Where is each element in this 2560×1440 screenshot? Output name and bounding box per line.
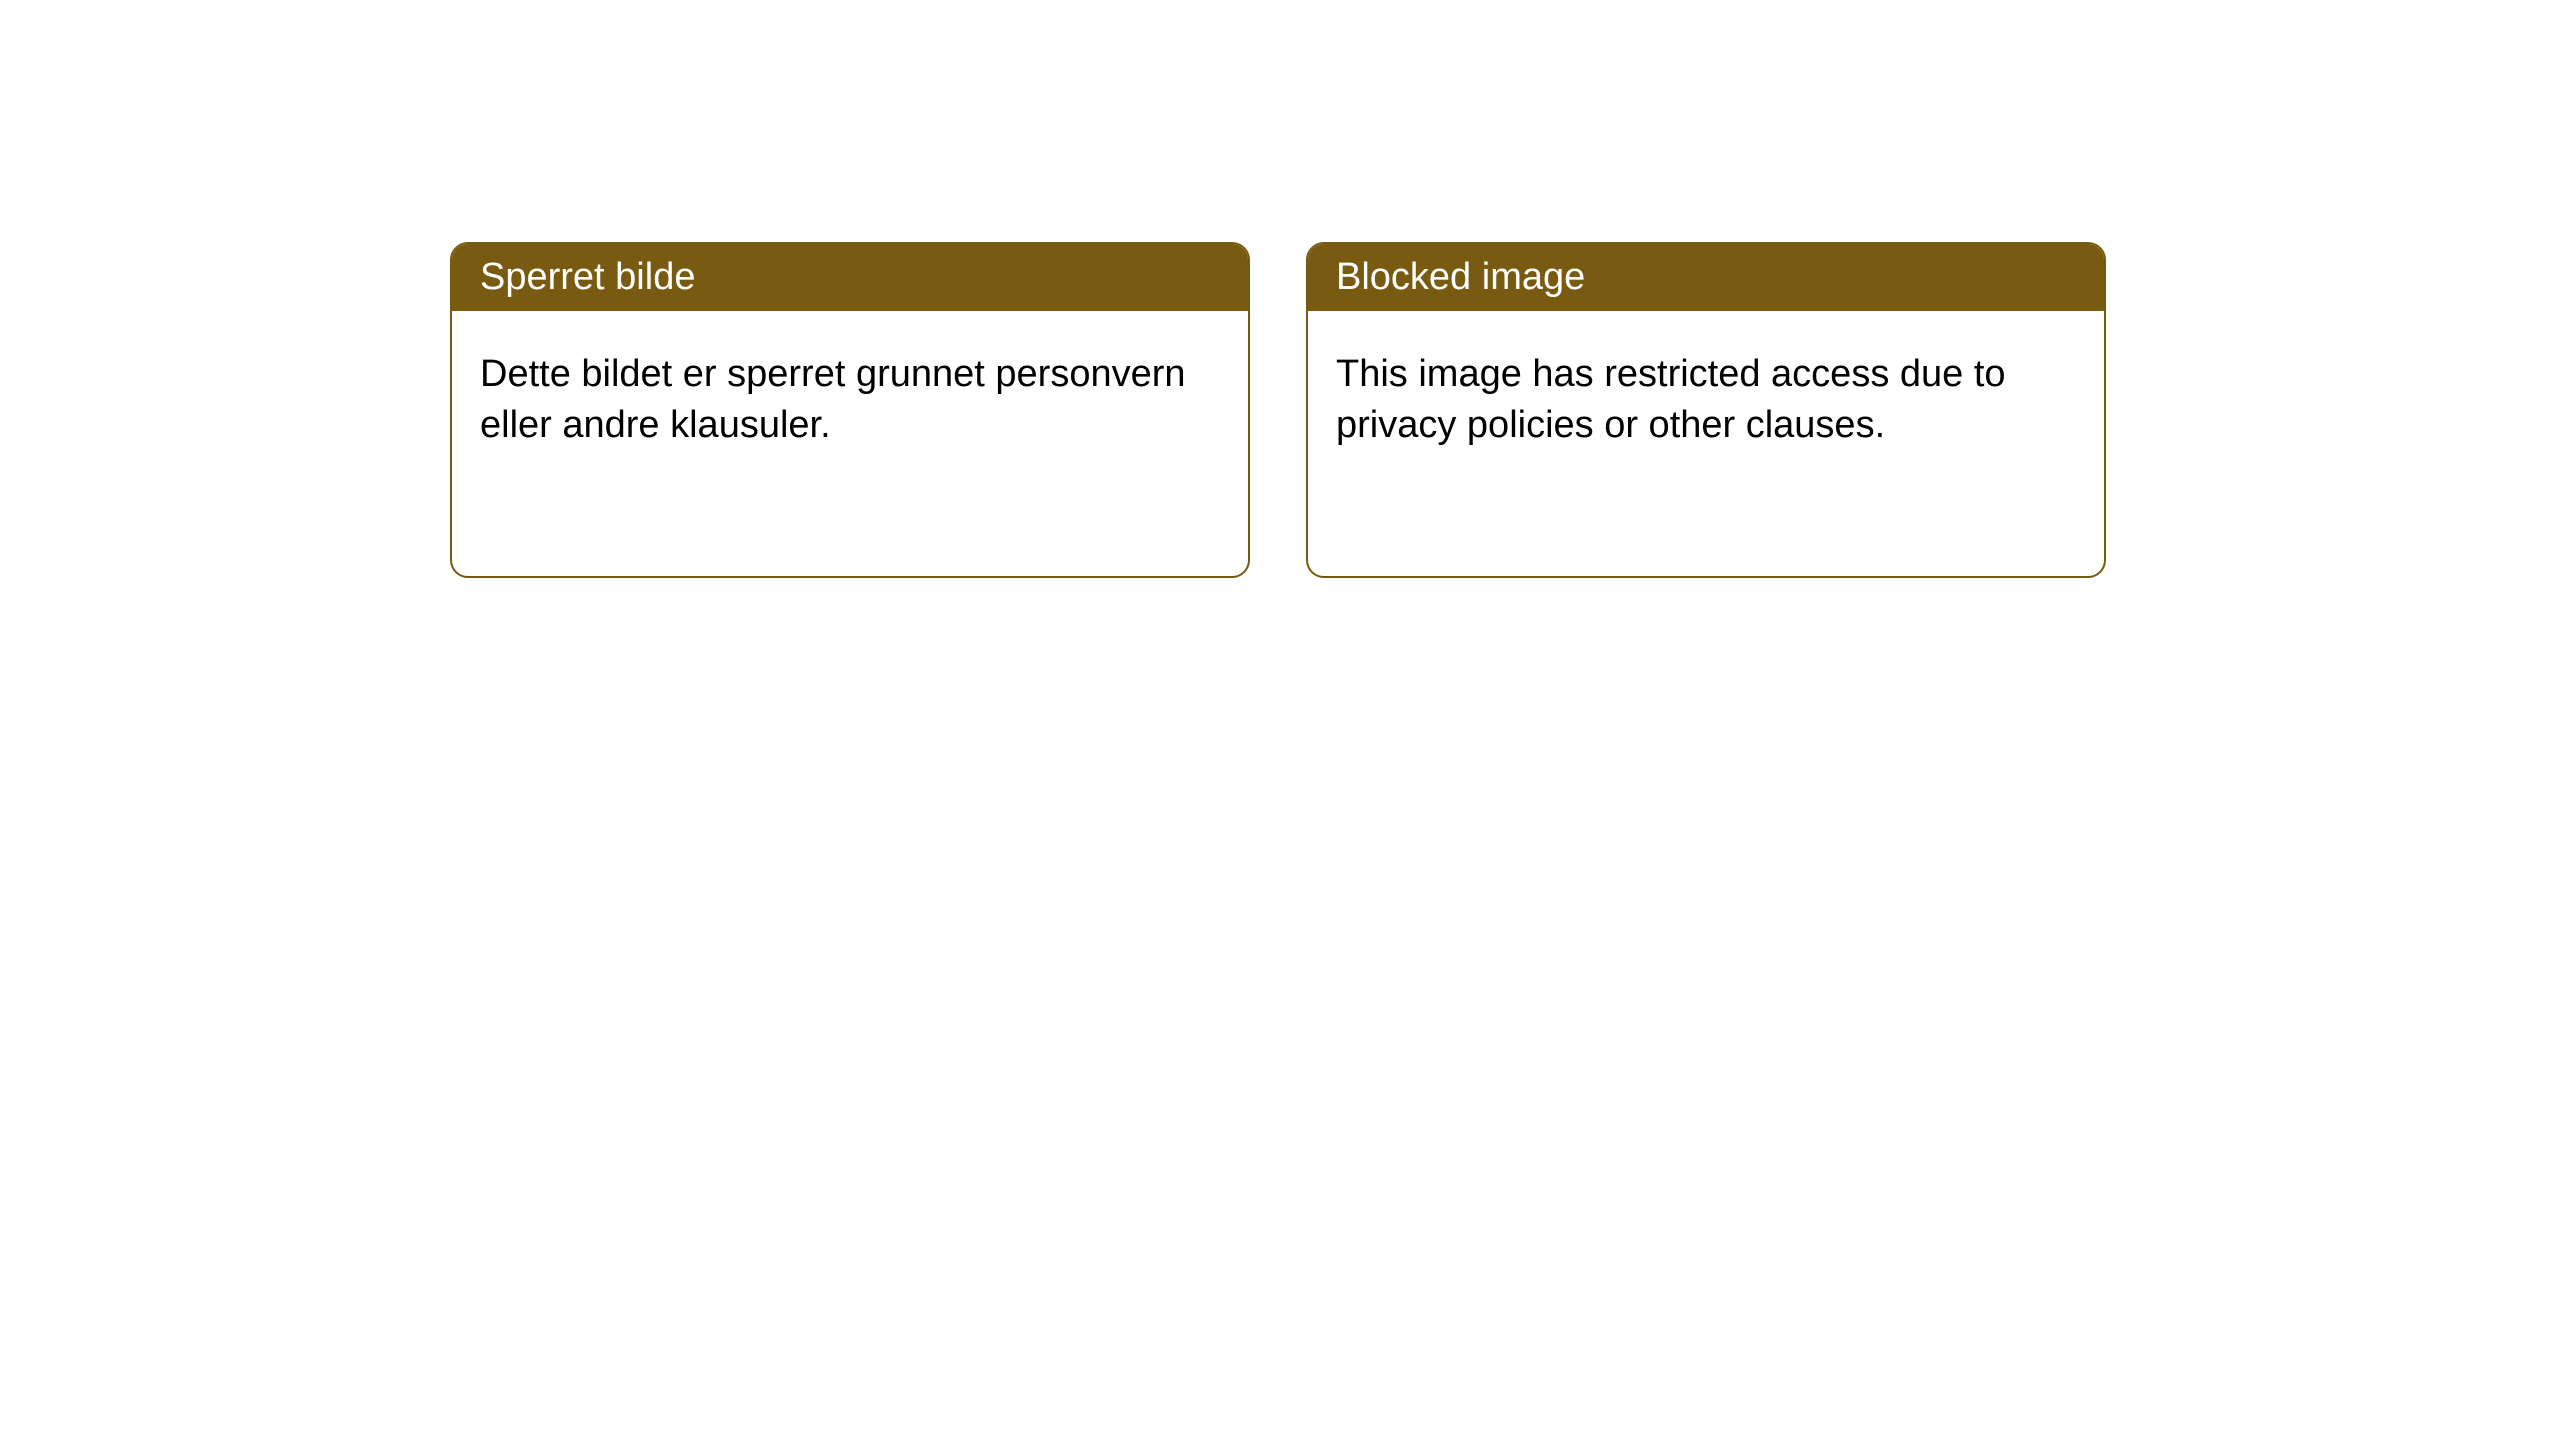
- notice-container: Sperret bilde Dette bildet er sperret gr…: [0, 0, 2560, 578]
- notice-message: Dette bildet er sperret grunnet personve…: [480, 353, 1186, 446]
- notice-card-norwegian: Sperret bilde Dette bildet er sperret gr…: [450, 242, 1250, 578]
- notice-header: Sperret bilde: [452, 244, 1248, 311]
- notice-body: This image has restricted access due to …: [1308, 311, 2104, 490]
- notice-title: Sperret bilde: [480, 256, 695, 298]
- notice-card-english: Blocked image This image has restricted …: [1306, 242, 2106, 578]
- notice-header: Blocked image: [1308, 244, 2104, 311]
- notice-message: This image has restricted access due to …: [1336, 353, 2006, 446]
- notice-body: Dette bildet er sperret grunnet personve…: [452, 311, 1248, 490]
- notice-title: Blocked image: [1336, 256, 1585, 298]
